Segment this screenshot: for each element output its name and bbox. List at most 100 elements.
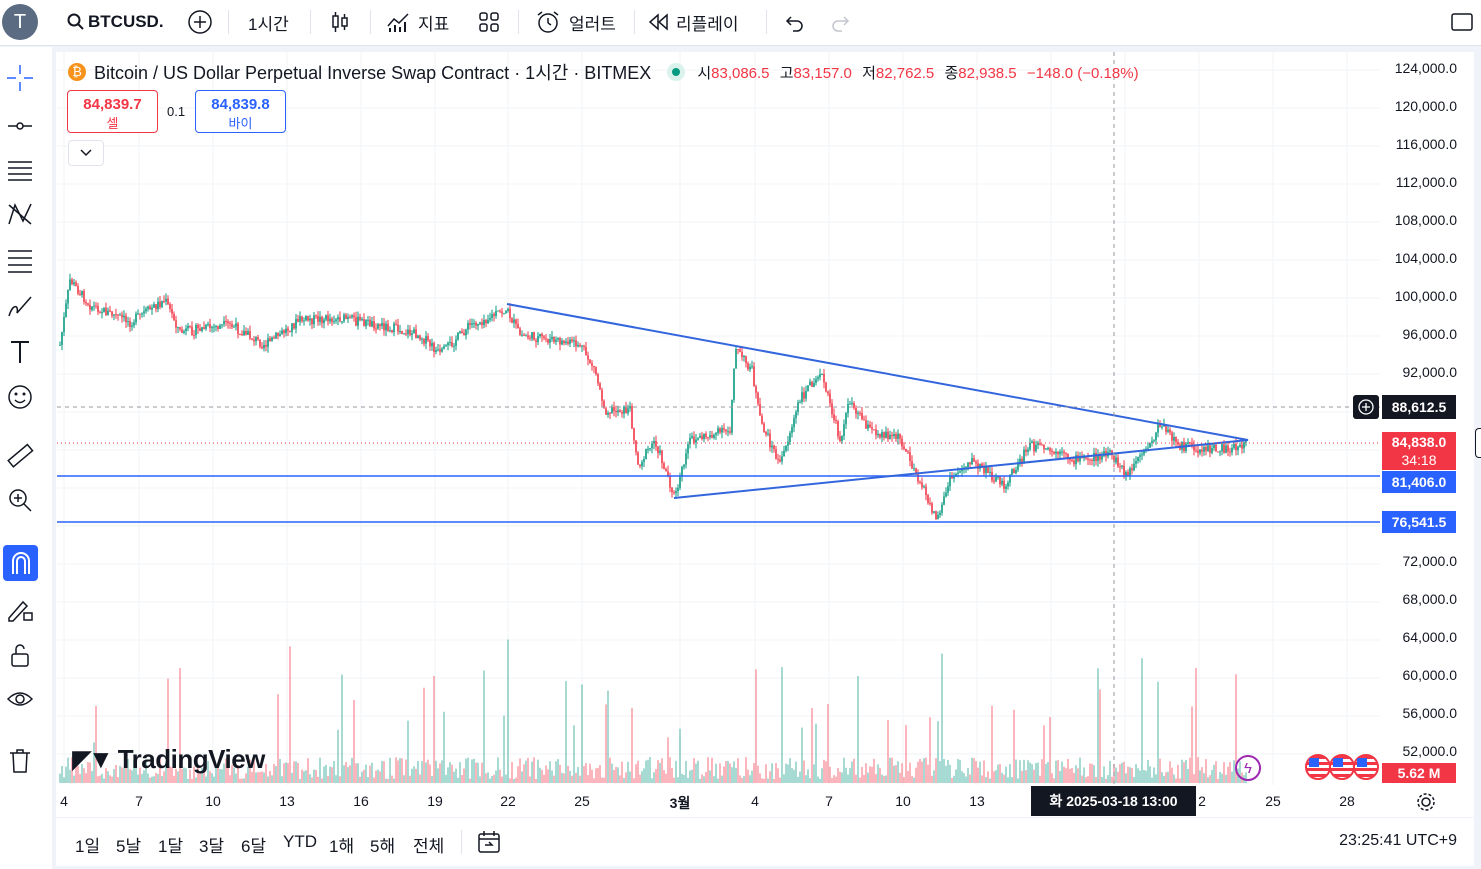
price-tick: 104,000.0 — [1394, 250, 1457, 266]
economic-events[interactable] — [1305, 754, 1379, 780]
calendar-arrow-icon — [478, 831, 500, 853]
forecast-tool[interactable] — [4, 244, 36, 276]
time-tick: 16 — [353, 793, 369, 809]
plus-circle-icon — [188, 10, 212, 34]
symbol-title[interactable]: Bitcoin / US Dollar Perpetual Inverse Sw… — [94, 63, 652, 83]
range-button[interactable]: 1해 — [329, 837, 355, 856]
pattern-tool[interactable] — [4, 198, 36, 230]
volume-label: 5.62 M — [1382, 763, 1456, 783]
ruler-icon — [7, 443, 34, 468]
goto-date-button[interactable] — [476, 829, 502, 860]
axis-settings-button[interactable] — [1415, 791, 1437, 818]
user-avatar[interactable]: T — [2, 4, 38, 40]
lock-drawing-tool[interactable] — [4, 593, 36, 625]
trash-icon — [10, 749, 30, 773]
separator — [518, 10, 519, 34]
symbol-search-button[interactable]: BTCUSD.F — [66, 8, 163, 36]
price-axis[interactable] — [1380, 52, 1474, 792]
range-button[interactable]: 5날 — [116, 837, 142, 856]
lightning-event-icon[interactable]: ϟ — [1235, 755, 1261, 781]
scroll-handle[interactable] — [1475, 428, 1481, 458]
search-icon — [67, 13, 84, 30]
brush-icon — [8, 296, 32, 317]
price-change: −148.0 (−0.18%) — [1026, 64, 1139, 82]
brush-tool[interactable] — [4, 290, 36, 322]
redo-button[interactable] — [830, 8, 852, 36]
chart-panel[interactable] — [56, 52, 1474, 817]
undo-button[interactable] — [783, 8, 805, 36]
indicators-label: 지표 — [418, 14, 450, 34]
range-button[interactable]: 1달 — [158, 837, 184, 856]
trendline-tool[interactable] — [4, 110, 36, 142]
time-tick: 4 — [60, 793, 68, 809]
crosshair-tool[interactable] — [4, 62, 36, 94]
interval-button[interactable]: 1시간 — [248, 8, 289, 36]
plus-circle-icon — [1358, 399, 1374, 415]
emoji-tool[interactable] — [4, 381, 36, 413]
range-button[interactable]: 3달 — [199, 837, 225, 856]
tradingview-logo[interactable]: ◤▼ TradingView — [72, 744, 265, 775]
price-tick: 68,000.0 — [1402, 591, 1458, 607]
indicators-icon — [387, 13, 409, 32]
compare-add-button[interactable] — [187, 8, 213, 36]
sell-button[interactable]: 84,839.7 셀 — [67, 90, 158, 133]
alert-button[interactable]: 얼러트 — [535, 8, 616, 36]
lock-tool[interactable] — [4, 639, 36, 671]
lines-icon — [8, 161, 32, 181]
indicators-button[interactable]: 지표 — [386, 8, 449, 36]
visibility-tool[interactable] — [4, 683, 36, 715]
fib-tool[interactable] — [4, 154, 36, 186]
measure-tool[interactable] — [4, 440, 36, 472]
range-button[interactable]: YTD — [283, 832, 317, 851]
buy-button[interactable]: 84,839.8 바이 — [195, 90, 286, 133]
range-button[interactable]: 5해 — [370, 837, 396, 856]
time-tick: 22 — [500, 793, 516, 809]
clock-timezone[interactable]: 23:25:41 UTC+9 — [1339, 832, 1457, 849]
legend-collapse-button[interactable] — [68, 140, 104, 166]
magnet-tool[interactable] — [3, 545, 38, 581]
market-status-icon[interactable] — [667, 63, 686, 81]
order-quantity[interactable]: 0.1 — [167, 104, 186, 119]
replay-label: 리플레이 — [676, 14, 739, 34]
chart-type-button[interactable] — [328, 8, 352, 36]
crosshair-add-button[interactable] — [1353, 395, 1379, 419]
price-tick: 64,000.0 — [1402, 629, 1458, 645]
range-button[interactable]: 6달 — [241, 837, 267, 856]
price-tick: 60,000.0 — [1402, 667, 1458, 683]
price-tick: 120,000.0 — [1394, 98, 1457, 114]
alert-label: 얼러트 — [569, 14, 616, 34]
price-tick: 124,000.0 — [1394, 60, 1457, 76]
crosshair-date-label: 화 2025-03-18 13:00 — [1031, 786, 1196, 816]
crosshair-icon — [7, 65, 33, 91]
time-tick: 13 — [969, 793, 985, 809]
time-tick: 13 — [279, 793, 295, 809]
zoom-tool[interactable] — [4, 484, 36, 516]
delete-tool[interactable] — [4, 744, 36, 776]
us-flag-icon — [1329, 754, 1355, 780]
rewind-icon — [648, 13, 668, 31]
price-tick: 72,000.0 — [1402, 553, 1458, 569]
replay-button[interactable]: 리플레이 — [648, 8, 739, 36]
text-icon — [11, 341, 29, 363]
line-tool-icon — [8, 122, 32, 130]
time-tick: 28 — [1339, 793, 1355, 809]
price-tick: 56,000.0 — [1402, 705, 1458, 721]
zoom-in-icon — [9, 489, 32, 512]
separator — [228, 10, 229, 34]
range-separator — [461, 830, 462, 854]
price-tick: 112,000.0 — [1395, 174, 1457, 190]
drawing-toolbar — [0, 47, 52, 869]
fullscreen-button[interactable] — [1450, 8, 1474, 36]
buy-price: 84,839.8 — [211, 96, 270, 113]
time-tick: 10 — [895, 793, 911, 809]
range-button[interactable]: 1일 — [75, 837, 101, 856]
bitcoin-icon: ₿ — [68, 63, 86, 81]
tv-logo-icon: ◤▼ — [72, 744, 114, 774]
redo-icon — [832, 16, 850, 32]
price-tick: 100,000.0 — [1394, 288, 1457, 304]
range-button[interactable]: 전체 — [413, 837, 445, 856]
chart-legend: ₿ Bitcoin / US Dollar Perpetual Inverse … — [68, 60, 1145, 84]
text-tool[interactable] — [4, 336, 36, 368]
tv-logo-text: TradingView — [117, 744, 266, 774]
templates-button[interactable] — [478, 8, 500, 36]
